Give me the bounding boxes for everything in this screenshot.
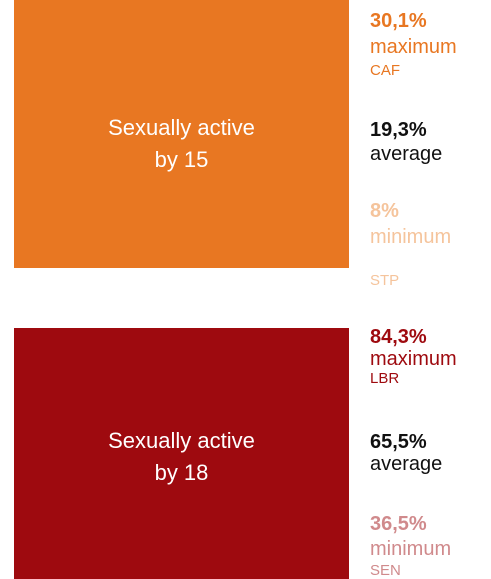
stat-country: SEN [370, 562, 401, 579]
stat-label: average [370, 143, 443, 165]
panel-label: Sexually active by 15 [14, 112, 349, 176]
stat-label: minimum [370, 226, 452, 248]
stat-country: STP [370, 272, 400, 289]
stat-value: 36,5% [370, 513, 427, 535]
panel-box [14, 328, 349, 579]
panel-label-line: by 18 [154, 460, 209, 485]
panel-label: Sexually active by 18 [14, 425, 349, 489]
stat-label: minimum [370, 538, 452, 560]
panel-box [14, 0, 349, 268]
stat-label: maximum [370, 36, 457, 58]
stat-label: maximum [370, 348, 457, 370]
stat-country: LBR [370, 370, 400, 387]
panel-label-line: Sexually active [108, 428, 255, 453]
stat-value: 65,5% [370, 431, 427, 453]
stat-value: 84,3% [370, 326, 427, 348]
stat-country: CAF [370, 62, 400, 79]
stat-label: average [370, 453, 443, 475]
stat-value: 30,1% [370, 10, 427, 32]
stat-value: 19,3% [370, 119, 427, 141]
panel-label-line: Sexually active [108, 115, 255, 140]
stat-value: 8% [370, 200, 399, 222]
panel-label-line: by 15 [154, 147, 209, 172]
